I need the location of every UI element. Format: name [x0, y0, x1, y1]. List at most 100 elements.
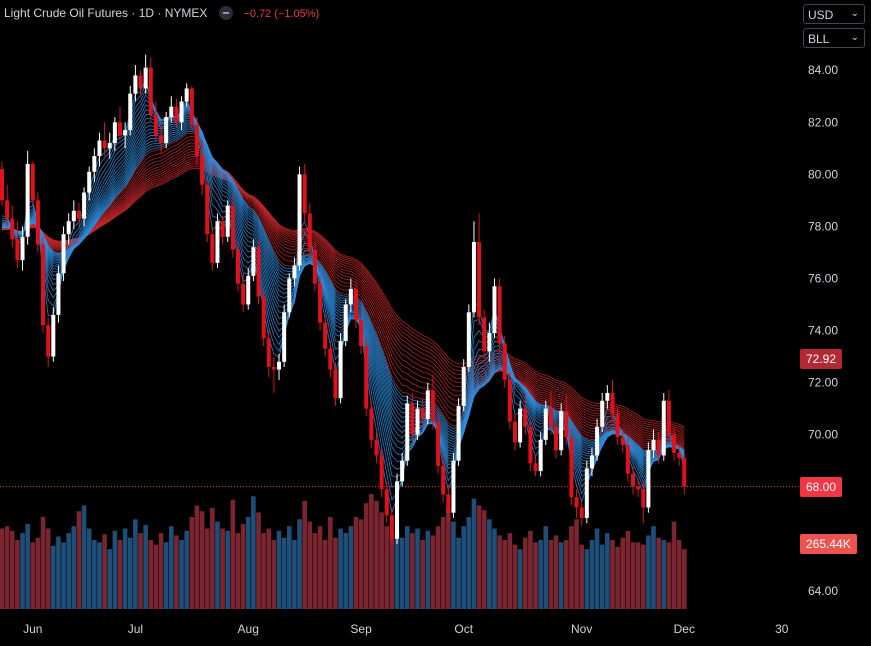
volume-bar	[594, 528, 600, 609]
candle-body	[261, 296, 266, 339]
y-tick-label: 80.00	[808, 167, 838, 181]
slow-ma-ribbon	[1, 132, 685, 451]
volume-bar	[384, 526, 390, 609]
slow-ma-line	[1, 151, 685, 442]
volume-bar	[215, 521, 220, 609]
time-axis[interactable]: Jun Jul Aug Sep Oct Nov Dec 30	[23, 622, 789, 636]
volume-bar	[307, 521, 313, 609]
volume-bar	[440, 517, 446, 609]
candle-body	[46, 325, 51, 357]
volume-bar	[528, 530, 533, 609]
candle-body	[71, 210, 76, 222]
volume-bar	[564, 540, 569, 609]
candle-body	[620, 437, 625, 446]
candle-body	[256, 247, 261, 297]
volume-bar	[102, 534, 107, 609]
candle-body	[461, 366, 466, 406]
candle-body	[410, 403, 415, 435]
candle-body	[5, 200, 10, 219]
candle-body	[533, 463, 538, 472]
volume-bar	[512, 544, 518, 609]
fast-ma-line	[1, 125, 685, 455]
volume-bar	[553, 535, 559, 609]
price-axis[interactable]: 84.00 82.00 80.00 78.00 76.00 74.00 72.00 70.00…	[808, 63, 838, 598]
candle-body	[374, 439, 379, 456]
candle-body	[677, 452, 682, 459]
volume-bar	[199, 511, 205, 609]
candle-body	[153, 114, 158, 136]
candle-body	[174, 106, 179, 123]
candle-body	[405, 403, 410, 461]
candle-body	[625, 445, 630, 474]
volume-bar	[86, 528, 92, 609]
y-tick-label: 84.00	[808, 63, 838, 77]
candle-body	[102, 140, 107, 149]
candle-body	[574, 497, 579, 508]
candle-body	[497, 286, 502, 344]
slow-ma-line	[1, 145, 685, 445]
x-tick-label: Sep	[350, 622, 372, 636]
volume-bar	[630, 542, 636, 609]
fast-ma-line	[1, 127, 685, 454]
candle-body	[184, 88, 189, 102]
candle-body	[615, 413, 620, 438]
volume-bar	[40, 517, 46, 609]
currency-selector[interactable]: USD ⌄	[803, 4, 865, 24]
volume-bar	[133, 519, 138, 609]
candle-body	[220, 221, 225, 237]
candle-body	[502, 343, 507, 380]
ma-value-tag: 72.92	[800, 348, 843, 369]
candle-body	[471, 242, 476, 313]
volume-bar	[163, 542, 169, 609]
symbol-title[interactable]: Light Crude Oil Futures · 1D · NYMEX	[4, 6, 208, 20]
volume-bar	[646, 535, 651, 609]
candle-body	[338, 340, 343, 399]
volume-bar	[430, 535, 436, 609]
candle-body	[456, 405, 461, 461]
volume-bar	[4, 526, 10, 609]
volume-bar	[620, 537, 626, 609]
volume-bar	[0, 528, 5, 609]
candle-body	[215, 221, 220, 263]
volume-bar	[399, 537, 405, 609]
volume-bar	[656, 537, 661, 609]
candle-body	[389, 515, 394, 539]
candle-body	[133, 75, 138, 94]
fast-ma-line	[1, 128, 685, 453]
volume-bar	[502, 540, 508, 609]
candle-body	[30, 163, 35, 201]
candle-body	[282, 312, 287, 362]
candle-body	[97, 140, 102, 157]
volume-bar	[312, 533, 318, 609]
candle-body	[518, 408, 523, 443]
volume-bar	[589, 540, 595, 609]
volume-bar	[681, 549, 687, 609]
candle-body	[559, 411, 564, 451]
candle-body	[241, 283, 246, 305]
candle-body	[87, 171, 92, 193]
y-tick-label: 70.00	[808, 428, 838, 442]
volume-bar	[389, 534, 395, 609]
volume-bar	[261, 533, 266, 609]
eye-icon[interactable]	[219, 5, 234, 20]
fast-ma-line	[1, 99, 685, 477]
volume-bar	[671, 521, 677, 609]
candle-body	[179, 101, 184, 123]
volume-bar	[266, 528, 272, 609]
unit-selector[interactable]: BLL ⌄	[803, 28, 865, 48]
candle-body	[605, 392, 610, 401]
volume-bar	[651, 526, 656, 609]
candle-body	[415, 408, 420, 435]
volume-bar	[97, 542, 102, 609]
volume-bar	[522, 537, 528, 609]
candle-body	[159, 135, 164, 144]
volume-bar	[30, 542, 36, 609]
candle-body	[630, 473, 635, 487]
candle-body	[348, 288, 353, 305]
volume-bar	[466, 517, 472, 609]
candle-body	[513, 421, 517, 443]
candle-body	[92, 156, 97, 172]
volume-bar	[184, 530, 189, 609]
slow-ma-line	[1, 166, 685, 430]
